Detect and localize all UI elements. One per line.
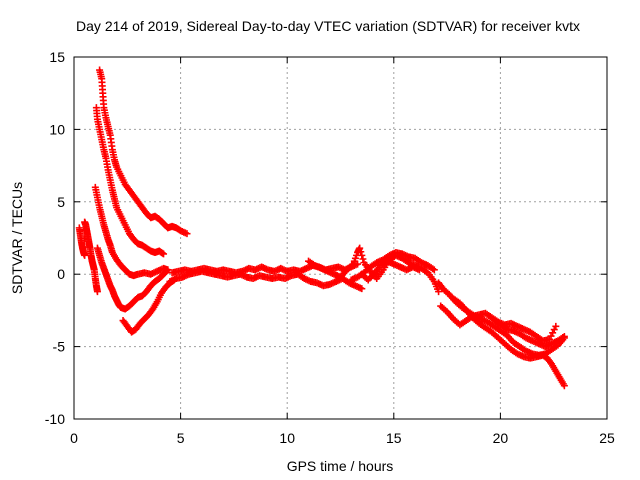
data-point: [359, 255, 367, 263]
plot-frame: [73, 56, 608, 420]
series-arc-b: [92, 104, 168, 258]
series-arc-k: [358, 257, 423, 284]
y-tick-label: 5: [57, 194, 65, 210]
x-axis-label: GPS time / hours: [287, 458, 394, 474]
data-point: [160, 250, 168, 258]
data-point: [164, 266, 172, 274]
data-point: [430, 266, 438, 274]
data-point: [358, 285, 366, 293]
data-point: [81, 251, 89, 259]
x-tick-label: 25: [599, 430, 615, 446]
data-point: [415, 266, 423, 274]
grid-lines: [74, 57, 607, 419]
series-arc-n: [449, 295, 568, 390]
data-points: [75, 66, 568, 390]
data-point: [183, 230, 191, 238]
series-arc-a: [96, 66, 191, 238]
x-tick-label: 20: [493, 430, 509, 446]
data-point: [549, 329, 557, 337]
series-arc-e: [93, 244, 172, 313]
data-point: [552, 322, 560, 330]
series-arc-d: [75, 218, 101, 296]
axis-ticks: 0 5 10 15 20 25 -10 -5 0 5 10 15: [45, 49, 615, 446]
data-point: [93, 288, 101, 296]
data-point: [163, 267, 171, 275]
chart-title: Day 214 of 2019, Sidereal Day-to-day VTE…: [76, 18, 580, 34]
series-arc-c: [91, 183, 172, 280]
data-point: [435, 288, 443, 296]
x-tick-label: 0: [70, 430, 78, 446]
series-arc-o: [490, 317, 568, 351]
data-point: [356, 244, 364, 252]
data-point: [560, 382, 568, 390]
x-tick-label: 5: [177, 430, 185, 446]
y-tick-label: 15: [49, 49, 65, 65]
y-tick-label: -5: [53, 339, 66, 355]
data-point: [357, 248, 365, 256]
y-tick-label: 10: [49, 121, 65, 137]
data-point: [560, 332, 568, 340]
data-point: [358, 251, 366, 259]
data-point: [550, 326, 558, 334]
y-tick-label: 0: [57, 266, 65, 282]
y-axis-label: SDTVAR / TECUs: [9, 182, 25, 294]
x-tick-label: 15: [386, 430, 402, 446]
y-tick-label: -10: [45, 411, 65, 427]
x-tick-label: 10: [279, 430, 295, 446]
